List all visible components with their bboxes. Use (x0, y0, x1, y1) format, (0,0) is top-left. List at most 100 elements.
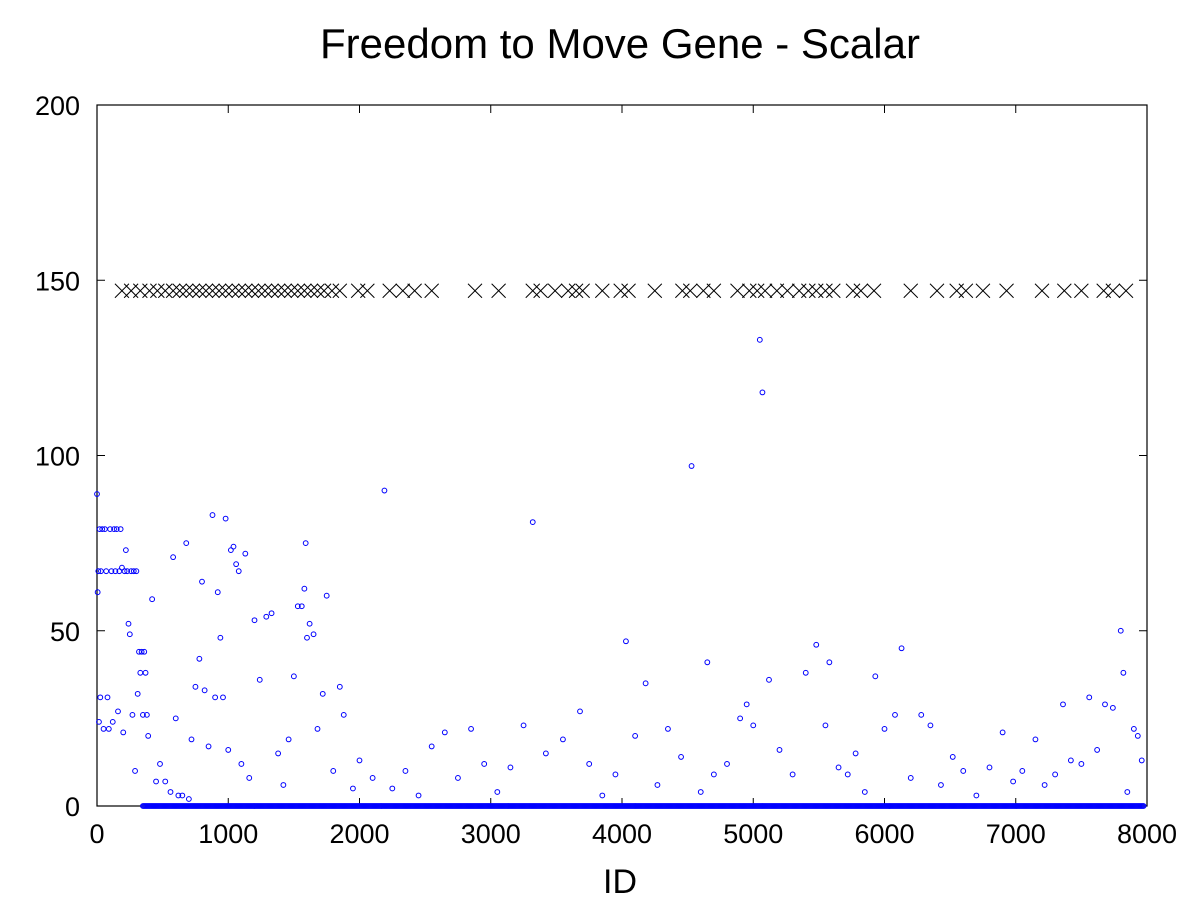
data-point-circle (776, 747, 783, 753)
data-point-cross (165, 283, 181, 299)
data-point-circle (212, 694, 219, 701)
data-point-circle (209, 512, 216, 518)
data-point-circle (330, 768, 337, 774)
x-axis-label: ID (603, 863, 637, 900)
data-point-cross (360, 283, 375, 299)
data-point-circle (301, 585, 308, 592)
data-point-circle (263, 613, 270, 620)
data-point-circle (121, 568, 128, 575)
data-point-circle (132, 768, 138, 774)
data-point-circle (1052, 771, 1059, 778)
data-point-circle (235, 568, 242, 575)
data-point-circle (94, 491, 100, 497)
data-point-circle (542, 750, 549, 757)
data-point-circle (117, 526, 124, 533)
data-point-cross (560, 283, 576, 299)
data-point-cross (547, 283, 563, 299)
data-point-cross (525, 283, 541, 299)
data-point-cross (316, 283, 332, 299)
data-point-circle (949, 754, 956, 760)
data-point-circle (881, 725, 888, 732)
data-point-circle (192, 683, 199, 690)
y-tick-labels: 0 50 100 150 200 (35, 91, 80, 822)
data-point-circle (145, 733, 152, 739)
data-point-cross (251, 283, 266, 299)
data-point-circle (759, 389, 766, 396)
y-tick-label-1: 50 (50, 617, 80, 647)
data-point-circle (1130, 725, 1137, 732)
data-point-circle (704, 659, 711, 666)
x-tick-label-5: 5000 (723, 819, 783, 849)
data-point-cross (395, 283, 411, 299)
data-point-circle (612, 771, 619, 778)
data-point-circle (290, 673, 297, 680)
data-point-circle (1120, 669, 1127, 676)
data-point-cross (533, 283, 548, 299)
data-point-cross (332, 283, 348, 299)
data-point-cross (975, 283, 991, 299)
data-point-circle (162, 778, 169, 785)
data-point-circle (217, 634, 224, 641)
data-point-cross (172, 283, 188, 299)
data-point-cross (324, 283, 340, 299)
data-point-cross (218, 283, 233, 299)
data-point-circle (95, 568, 102, 575)
data-point-cross (283, 283, 299, 299)
data-point-circle (960, 768, 967, 774)
data-point-circle (852, 750, 859, 757)
data-point-cross (1074, 283, 1089, 299)
data-point-circle (167, 789, 174, 795)
data-point-cross (866, 283, 882, 299)
y-tick-label-0: 0 (65, 792, 80, 822)
data-point-circle (665, 725, 671, 732)
data-point-cross (575, 283, 590, 299)
data-point-cross (1105, 283, 1121, 299)
data-point-circle (835, 764, 842, 771)
data-point-circle (112, 568, 119, 575)
data-point-circle (107, 526, 114, 533)
data-point-circle (125, 620, 132, 627)
data-point-circle (389, 785, 396, 792)
data-point-cross (1034, 283, 1050, 299)
data-point-circle (907, 775, 914, 781)
data-point-circle (120, 729, 127, 736)
data-point-circle (179, 792, 186, 799)
data-point-circle (246, 775, 253, 781)
data-point-circle (220, 694, 226, 701)
data-point-cross (192, 283, 207, 299)
data-point-circle (826, 659, 833, 666)
data-point-circle (1094, 747, 1101, 753)
data-point-cross (818, 283, 833, 299)
data-point-circle (1140, 803, 1147, 809)
data-point-circle (822, 722, 829, 729)
data-point-cross (205, 283, 220, 299)
data-point-cross (264, 283, 279, 299)
data-point-circle (280, 782, 287, 788)
data-point-circle (294, 603, 301, 610)
data-point-circle (1060, 701, 1066, 708)
data-point-circle (632, 733, 639, 739)
data-point-circle (122, 547, 129, 554)
data-point-circle (310, 631, 317, 638)
data-point-circle (105, 725, 112, 732)
data-point-cross (682, 283, 698, 299)
data-point-circle (130, 568, 137, 575)
data-point-circle (356, 757, 363, 764)
data-point-cross (491, 283, 506, 299)
data-point-circle (96, 718, 102, 725)
data-point-circle (529, 519, 536, 525)
data-point-circle (688, 463, 695, 469)
data-point-cross (1118, 283, 1134, 299)
data-point-circle (143, 711, 150, 718)
data-point-circle (183, 540, 190, 547)
data-point-cross (903, 283, 919, 299)
y-tick-label-2: 100 (35, 442, 80, 472)
data-point-circle (336, 683, 343, 690)
data-point-circle (94, 589, 101, 596)
data-point-circle (494, 789, 501, 795)
data-point-circle (97, 694, 104, 701)
data-point-circle (918, 711, 925, 718)
data-point-circle (111, 526, 117, 533)
data-point-cross (198, 283, 214, 299)
